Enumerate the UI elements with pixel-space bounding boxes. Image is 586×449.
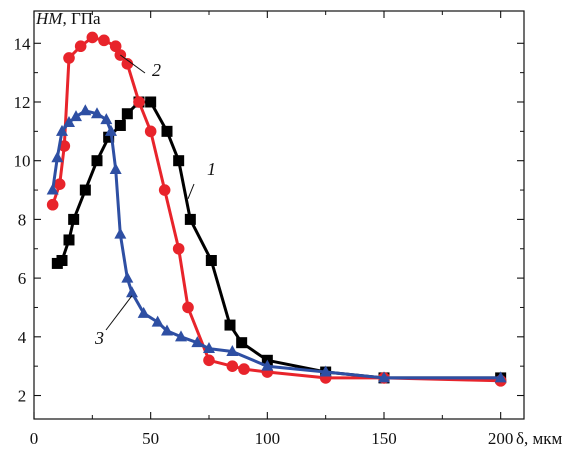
y-axis-title: HM, ГПа bbox=[35, 9, 101, 28]
data-point bbox=[63, 234, 75, 246]
data-point bbox=[114, 119, 126, 131]
data-point bbox=[121, 271, 134, 283]
data-point bbox=[226, 344, 239, 356]
data-point bbox=[91, 155, 103, 167]
data-point bbox=[319, 365, 332, 377]
data-point bbox=[86, 31, 99, 44]
data-point bbox=[238, 363, 250, 375]
data-point bbox=[494, 371, 507, 383]
x-tick-label: 0 bbox=[30, 429, 39, 448]
curve-leader-line bbox=[120, 54, 146, 74]
data-point bbox=[226, 360, 239, 372]
data-point bbox=[68, 213, 80, 225]
data-point bbox=[161, 324, 173, 336]
data-point bbox=[121, 58, 134, 70]
data-point bbox=[161, 125, 173, 137]
data-point bbox=[109, 163, 122, 175]
data-point bbox=[105, 124, 117, 136]
data-point bbox=[114, 227, 127, 239]
x-tick-label: 150 bbox=[371, 429, 397, 448]
data-point bbox=[46, 198, 59, 211]
data-point bbox=[70, 110, 82, 122]
curve-label-2: 2 bbox=[152, 60, 161, 80]
data-point bbox=[56, 254, 68, 266]
data-point bbox=[172, 242, 185, 255]
data-point bbox=[182, 301, 194, 314]
data-point bbox=[378, 371, 390, 383]
curve-leader-line bbox=[187, 183, 195, 200]
data-point bbox=[144, 125, 157, 138]
y-tick-label: 14 bbox=[14, 34, 32, 53]
y-tick-label: 2 bbox=[18, 387, 27, 406]
y-tick-label: 10 bbox=[14, 152, 31, 171]
series-3 bbox=[46, 104, 507, 383]
data-point bbox=[145, 96, 157, 108]
series-line bbox=[51, 35, 501, 383]
series-line bbox=[51, 109, 501, 380]
curve-leader-line bbox=[105, 295, 133, 331]
data-point bbox=[91, 107, 103, 119]
data-point bbox=[151, 315, 164, 327]
x-tick-label: 50 bbox=[142, 429, 159, 448]
plot-frame bbox=[33, 10, 525, 420]
data-point bbox=[191, 336, 204, 348]
data-point bbox=[158, 184, 171, 196]
x-tick-label: 200 bbox=[488, 429, 514, 448]
y-tick-label: 8 bbox=[18, 210, 27, 229]
series-line bbox=[56, 100, 501, 380]
data-point bbox=[74, 40, 87, 53]
data-point bbox=[103, 131, 115, 143]
data-point bbox=[100, 113, 113, 125]
data-point bbox=[137, 306, 150, 318]
series-layer bbox=[46, 31, 507, 387]
data-point bbox=[236, 337, 248, 349]
y-tick-label: 4 bbox=[18, 328, 27, 347]
data-point bbox=[46, 183, 59, 195]
curve-label-3: 3 bbox=[94, 328, 104, 348]
axis-ticks bbox=[33, 11, 524, 419]
data-point bbox=[203, 354, 215, 367]
series-1 bbox=[51, 96, 507, 384]
curve-label-1: 1 bbox=[207, 159, 216, 179]
data-point bbox=[205, 254, 217, 266]
data-point bbox=[175, 330, 187, 342]
curve-labels: 1 2 3 bbox=[94, 54, 216, 348]
data-point bbox=[63, 116, 75, 128]
y-tick-label: 12 bbox=[14, 93, 31, 112]
data-point bbox=[203, 342, 215, 354]
data-point bbox=[173, 155, 185, 167]
series-2 bbox=[46, 31, 507, 387]
data-point bbox=[261, 359, 274, 371]
data-point bbox=[224, 319, 236, 331]
x-axis-title: δ, мкм bbox=[516, 429, 563, 448]
data-point bbox=[98, 34, 110, 47]
data-point bbox=[121, 108, 133, 120]
data-point bbox=[79, 184, 91, 196]
data-point bbox=[53, 178, 66, 190]
data-point bbox=[133, 96, 145, 108]
data-point bbox=[63, 52, 75, 64]
x-tick-label: 100 bbox=[255, 429, 281, 448]
y-tick-label: 6 bbox=[18, 269, 27, 288]
data-point bbox=[114, 49, 127, 61]
data-point bbox=[79, 104, 92, 116]
data-point bbox=[56, 124, 68, 136]
data-point bbox=[126, 286, 138, 298]
data-point bbox=[184, 213, 196, 225]
data-point bbox=[51, 151, 64, 163]
data-point bbox=[58, 140, 71, 152]
data-point bbox=[109, 40, 122, 53]
